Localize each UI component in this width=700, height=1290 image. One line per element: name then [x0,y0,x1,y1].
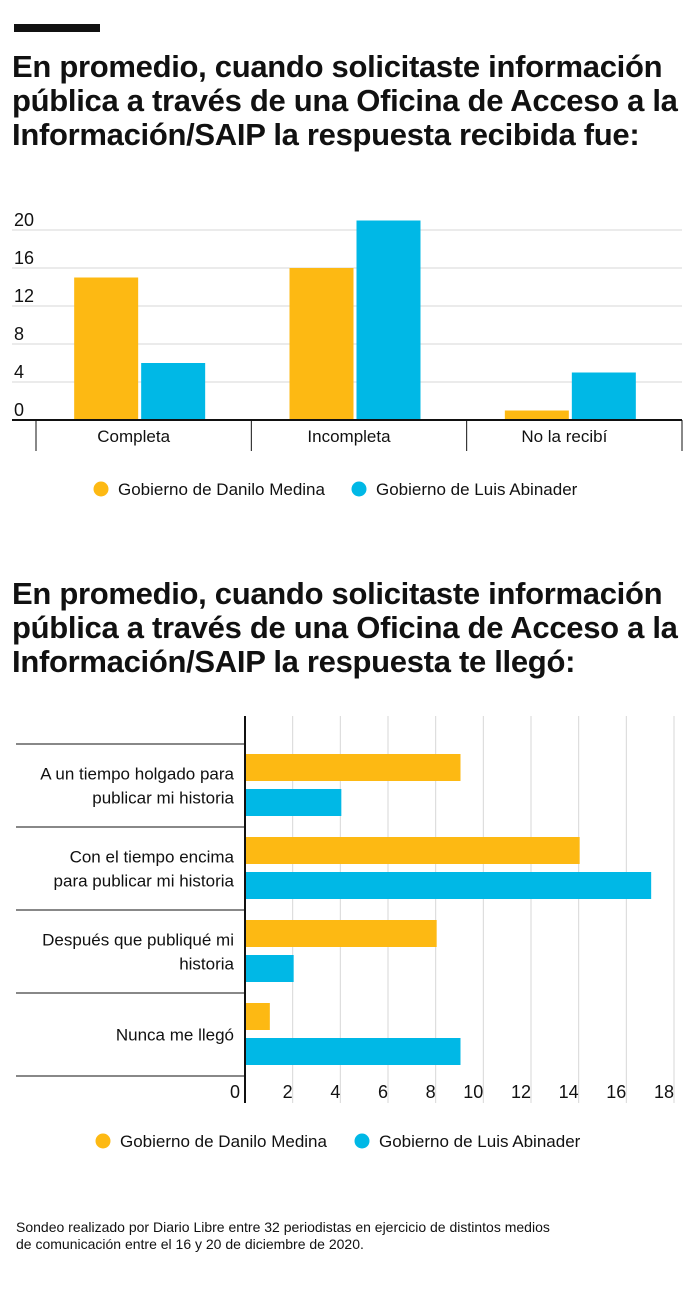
legend-dot-medina [93,481,109,497]
y-tick-16: 16 [14,248,34,268]
x-tick-incompleta: Incompleta [307,427,391,446]
x-tick-4: 4 [330,1082,340,1102]
bar-incompleta-medina [289,268,354,420]
legend-label-medina: Gobierno de Danilo Medina [118,480,326,499]
y-tick-a-un-tiempo-holgado-para-publicar-mi-historia-line-1: A un tiempo holgado para [40,765,234,784]
legend-label-abinader: Gobierno de Luis Abinader [376,480,578,499]
y-tick-con-el-tiempo-encima-para-publicar-mi-historia-line-1: Con el tiempo encima [70,848,235,867]
x-tick-0: 0 [230,1082,240,1102]
chart2-title: En promedio, cuando solicitaste informac… [12,576,678,679]
bar-con-el-tiempo-encima-para-publicar-mi-historia-abinader [246,872,652,899]
legend-label-abinader: Gobierno de Luis Abinader [379,1132,581,1151]
top-accent-bar [14,24,100,32]
x-tick-14: 14 [559,1082,579,1102]
bar-a-un-tiempo-holgado-para-publicar-mi-historia-abinader [246,789,342,816]
bar-despues-que-publique-mi-historia-medina [246,920,437,947]
y-tick-despues-que-publique-mi-historia-line-1: Después que publiqué mi [42,931,234,950]
y-tick-0: 0 [14,400,24,420]
bar-con-el-tiempo-encima-para-publicar-mi-historia-medina [246,837,580,864]
y-tick-con-el-tiempo-encima-para-publicar-mi-historia-line-2: para publicar mi historia [54,872,235,891]
y-tick-12: 12 [14,286,34,306]
bar-incompleta-abinader [356,220,421,420]
bar-nunca-me-llego-abinader [246,1038,461,1065]
footnote: Sondeo realizado por Diario Libre entre … [16,1219,656,1253]
bar-no-la-recibi-medina [504,410,569,420]
chart1-title: En promedio, cuando solicitaste informac… [12,49,678,152]
legend-dot-abinader [351,481,367,497]
x-tick-2: 2 [283,1082,293,1102]
x-tick-6: 6 [378,1082,388,1102]
x-tick-no-la-recibi: No la recibí [521,427,607,446]
x-tick-10: 10 [463,1082,483,1102]
bar-despues-que-publique-mi-historia-abinader [246,955,294,982]
legend-label-medina: Gobierno de Danilo Medina [120,1132,328,1151]
bar-completa-abinader [141,363,206,420]
y-tick-8: 8 [14,324,24,344]
chart2-horizontal-bar-chart: 0 2 4 6 8 10 12 14 16 18 A un tiempo holgado para p… [16,716,675,1151]
chart1-vertical-bar-chart: 0 4 8 12 16 20 Completa Incompleta No la recibí G… [12,210,683,499]
bar-nunca-me-llego-medina [246,1003,270,1030]
legend-dot-medina [95,1133,111,1149]
legend-dot-abinader [354,1133,370,1149]
y-tick-nunca-me-llego-line-1: Nunca me llegó [116,1026,234,1045]
x-tick-18: 18 [654,1082,674,1102]
bar-completa-medina [74,277,139,420]
x-tick-completa: Completa [97,427,170,446]
x-tick-16: 16 [606,1082,626,1102]
bar-a-un-tiempo-holgado-para-publicar-mi-historia-medina [246,754,461,781]
x-tick-8: 8 [426,1082,436,1102]
y-tick-a-un-tiempo-holgado-para-publicar-mi-historia-line-2: publicar mi historia [92,789,234,808]
y-tick-4: 4 [14,362,24,382]
footnote-line-1: Sondeo realizado por Diario Libre entre … [16,1219,550,1235]
x-tick-12: 12 [511,1082,531,1102]
y-tick-20: 20 [14,210,34,230]
footnote-line-2: de comunicación entre el 16 y 20 de dici… [16,1236,364,1252]
bar-no-la-recibi-abinader [571,372,636,420]
y-tick-despues-que-publique-mi-historia-line-2: historia [179,955,234,974]
